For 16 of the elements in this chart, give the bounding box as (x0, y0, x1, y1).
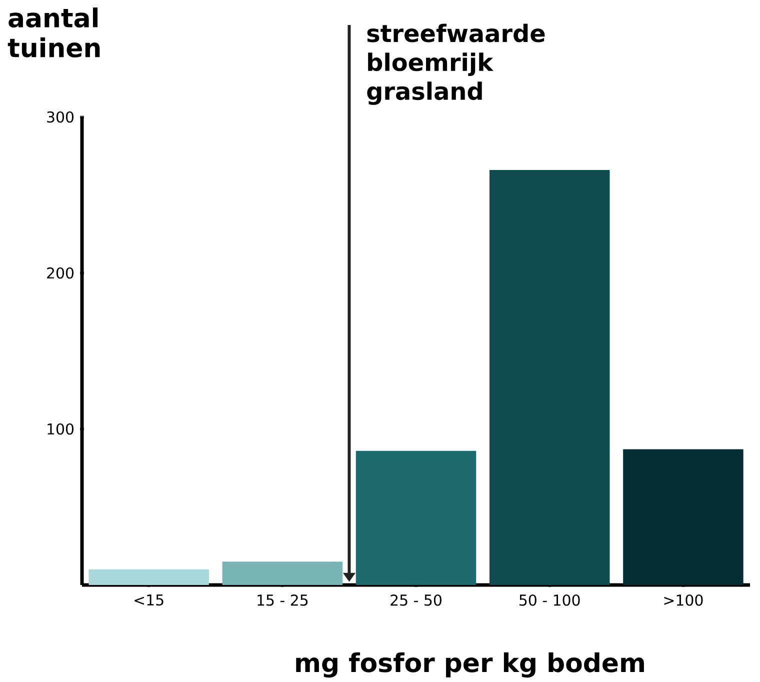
bar (222, 562, 343, 585)
bar (356, 450, 476, 585)
y-tick-label: 200 (47, 267, 74, 279)
x-tick-label: 25 - 50 (390, 594, 442, 606)
x-tick-label: <15 (134, 594, 164, 606)
y-tick-label: 300 (47, 111, 74, 123)
x-tick-label: >100 (664, 594, 703, 606)
bar (623, 449, 744, 585)
bar (489, 170, 610, 585)
y-axis-title: aantal tuinen (8, 8, 100, 58)
text: streefwaarde bloemrijk grasland (367, 24, 545, 105)
x-tick-label: 50 - 100 (520, 594, 580, 606)
bar (88, 569, 209, 585)
x-tick-label: 15 - 25 (258, 594, 308, 606)
y-tick-label: 100 (48, 423, 74, 435)
x-axis-title: mg fosfor per kg bodem (296, 652, 644, 678)
